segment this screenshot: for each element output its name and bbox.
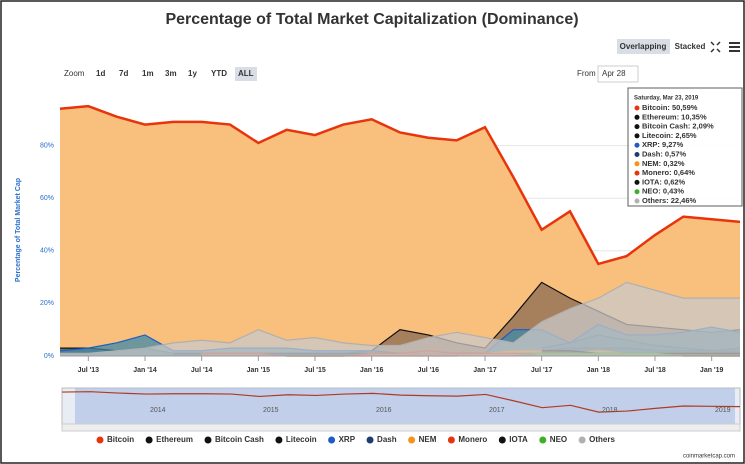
tooltip-item: XRP: 9,27% xyxy=(642,140,684,149)
legend-marker xyxy=(275,436,283,444)
from-input[interactable] xyxy=(597,65,639,83)
range-active-bg xyxy=(235,67,257,81)
range-button[interactable]: 1m xyxy=(142,69,154,78)
x-tick-label: Jul '15 xyxy=(304,367,326,374)
navigator-label: 2019 xyxy=(715,407,731,414)
tooltip-marker xyxy=(634,152,640,157)
legend-label[interactable]: Bitcoin xyxy=(107,435,134,444)
legend-marker xyxy=(578,436,586,444)
legend-marker xyxy=(328,436,336,444)
legend-label[interactable]: Bitcoin Cash xyxy=(215,435,264,444)
tooltip-marker xyxy=(634,114,640,120)
tooltip-item: Others: 22,46% xyxy=(642,196,697,205)
credit: coinmarketcap.com xyxy=(683,454,735,460)
line xyxy=(60,281,740,354)
legend-label[interactable]: IOTA xyxy=(509,435,528,444)
y-tick-label: 20% xyxy=(40,300,54,307)
tooltip-item: NEM: 0,32% xyxy=(642,159,685,168)
navigator-label: 2017 xyxy=(489,407,505,414)
mode-button[interactable]: Stacked xyxy=(675,42,706,51)
navigator-label: 2015 xyxy=(263,407,279,414)
tooltip-marker xyxy=(634,105,640,111)
tooltip-item: NEO: 0,43% xyxy=(642,187,684,196)
y-tick-label: 60% xyxy=(40,195,54,202)
navigator-label: 2014 xyxy=(150,407,166,414)
range-button[interactable]: ALL xyxy=(238,69,254,78)
range-button[interactable]: 1y xyxy=(188,69,197,78)
tooltip-marker xyxy=(634,133,640,139)
legend-marker xyxy=(204,436,212,444)
x-tick-label: Jan '18 xyxy=(587,367,611,374)
legend-label[interactable]: Monero xyxy=(458,435,487,444)
from-label: From xyxy=(577,69,596,78)
y-tick-label: 80% xyxy=(40,142,54,149)
legend-label[interactable]: NEM xyxy=(419,435,437,444)
from-value: Apr 28 xyxy=(602,69,626,78)
range-button[interactable]: 3m xyxy=(165,69,177,78)
navigator-line xyxy=(61,391,741,413)
legend-label[interactable]: Litecoin xyxy=(286,435,317,444)
x-tick-label: Jul '17 xyxy=(531,367,553,374)
legend-marker xyxy=(408,436,416,444)
mode-active-bg xyxy=(617,39,670,54)
area xyxy=(60,282,740,356)
area xyxy=(60,106,740,357)
legend-label[interactable]: Ethereum xyxy=(156,435,193,444)
legend-label[interactable]: Dash xyxy=(377,435,397,444)
y-tick-label: 0% xyxy=(44,353,54,360)
tooltip-item: Litecoin: 2,65% xyxy=(642,131,697,140)
x-tick-label: Jul '18 xyxy=(644,367,666,374)
range-button[interactable]: 1d xyxy=(96,69,105,78)
x-tick-label: Jan '15 xyxy=(247,367,271,374)
fullscreen-icon[interactable] xyxy=(710,41,721,53)
tooltip-item: Dash: 0,57% xyxy=(642,149,687,158)
line xyxy=(59,104,741,266)
tooltip-marker xyxy=(634,189,640,195)
legend-marker xyxy=(447,436,455,444)
tooltip-item: IOTA: 0,62% xyxy=(642,177,686,186)
tooltip-marker xyxy=(634,142,640,148)
zoom-label: Zoom xyxy=(64,69,85,78)
tooltip-item: Bitcoin Cash: 2,09% xyxy=(642,122,714,131)
plot xyxy=(59,93,741,357)
menu-icon[interactable] xyxy=(729,42,740,52)
y-axis-label: Percentage of Total Market Cap xyxy=(15,178,22,282)
legend-marker xyxy=(145,436,153,444)
legend-label[interactable]: Others xyxy=(589,435,615,444)
x-tick-label: Jul '16 xyxy=(418,367,440,374)
tooltip-item: Ethereum: 10,35% xyxy=(642,112,707,121)
legend-marker xyxy=(498,436,506,444)
tooltip-box xyxy=(627,87,743,207)
legend-label[interactable]: XRP xyxy=(339,435,356,444)
legend-marker xyxy=(539,436,547,444)
scrollbar[interactable] xyxy=(61,423,741,432)
tooltip-item: Monero: 0,64% xyxy=(642,168,695,177)
navigator-label: 2016 xyxy=(376,407,392,414)
navigator-label: 2018 xyxy=(602,407,618,414)
tooltip-marker xyxy=(634,170,640,176)
range-button[interactable]: YTD xyxy=(211,69,227,78)
legend-marker xyxy=(366,436,374,444)
y-tick-label: 40% xyxy=(40,248,54,255)
tooltip-marker xyxy=(634,124,640,130)
x-tick-label: Jan '19 xyxy=(700,367,724,374)
x-tick-label: Jul '14 xyxy=(191,367,213,374)
range-button[interactable]: 7d xyxy=(119,69,128,78)
x-tick-label: Jan '14 xyxy=(133,367,157,374)
tooltip-item: Bitcoin: 50,59% xyxy=(642,103,698,112)
x-tick-label: Jul '13 xyxy=(78,367,100,374)
tooltip-title: Saturday, Mar 23, 2019 xyxy=(634,96,699,102)
chart-title: Percentage of Total Market Capitalizatio… xyxy=(165,11,578,28)
legend-marker xyxy=(96,436,104,444)
x-tick-label: Jan '17 xyxy=(473,367,497,374)
legend-label[interactable]: NEO xyxy=(550,435,567,444)
tooltip-marker xyxy=(634,198,640,204)
tooltip-marker xyxy=(634,179,640,185)
tooltip-marker xyxy=(634,161,640,167)
x-tick-label: Jan '16 xyxy=(360,367,384,374)
mode-button[interactable]: Overlapping xyxy=(620,42,667,51)
